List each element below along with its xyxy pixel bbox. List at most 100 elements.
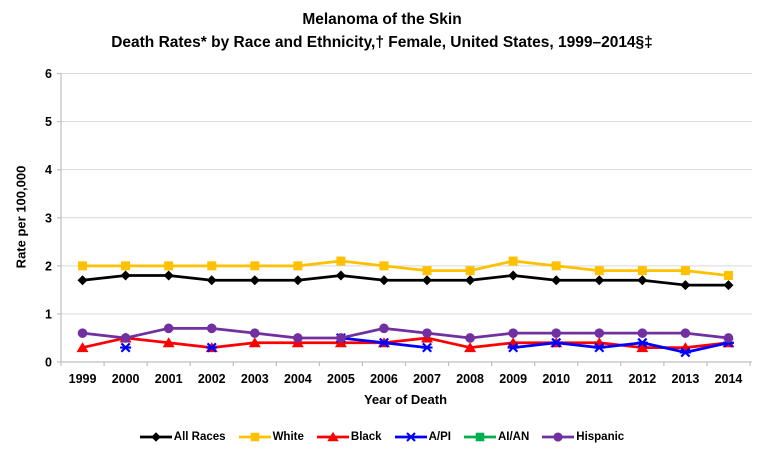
x-tick-label-2009: 2009 [499,372,527,386]
marker-diamond [77,275,88,286]
marker-diamond [120,270,131,281]
legend-marker-a-pi [394,432,427,442]
marker-diamond [465,275,476,286]
y-tick-label-2: 2 [45,259,52,273]
marker-x-star [593,342,605,353]
marker-square [121,261,131,271]
x-tick-label-2013: 2013 [672,372,700,386]
y-tick-label-6: 6 [45,67,52,81]
marker-circle [465,333,475,343]
marker-square [723,270,733,280]
marker-triangle [162,337,175,348]
y-tick-label-1: 1 [45,307,52,321]
series-a-pi [120,332,734,358]
marker-square [250,261,260,271]
marker-circle [206,323,217,334]
marker-x-star [679,347,691,358]
legend-item-hispanic: Hispanic [542,430,624,444]
marker-square [250,432,259,442]
legend-label: Black [350,431,382,443]
marker-diamond [163,270,174,281]
marker-square [637,266,647,276]
marker-diamond [378,275,389,286]
legend-item-black: Black [316,430,382,444]
marker-x-star [120,342,132,353]
marker-triangle [76,342,89,353]
marker-circle [77,328,88,338]
legend-label: A/PI [428,431,451,443]
x-tick-label-2010: 2010 [542,372,570,386]
marker-square [475,432,485,442]
legend-marker-white [238,432,271,442]
marker-circle [680,328,691,338]
chart-title: Melanoma of the Skin Death Rates* by Rac… [0,8,764,54]
marker-circle [379,323,389,334]
legend-item-ai-an: AI/AN [463,430,529,444]
marker-circle [293,333,303,343]
y-tick-label-5: 5 [45,115,52,129]
series-white [78,256,733,280]
marker-square [164,261,174,271]
x-tick-label-2014: 2014 [715,372,743,386]
x-tick-label-2007: 2007 [413,372,441,386]
legend-item-a-pi: A/PI [394,430,451,444]
legend-label: Hispanic [576,431,625,443]
series-line [82,259,729,277]
marker-x-star [405,432,416,442]
series-hispanic [77,323,734,343]
x-tick-label-2002: 2002 [198,372,226,386]
marker-diamond [151,432,161,442]
marker-x-star [550,337,562,348]
marker-diamond [249,275,260,286]
marker-circle [508,328,518,338]
marker-x-star [378,337,390,348]
marker-triangle [464,342,477,353]
marker-x-star [421,342,433,353]
marker-triangle [327,431,339,442]
legend-item-all-races: All Races [139,430,226,444]
legend-item-white: White [238,430,304,444]
x-tick-label-2005: 2005 [327,372,355,386]
x-tick-label-2008: 2008 [456,372,484,386]
marker-circle [163,323,174,334]
marker-square [422,266,432,276]
marker-square [336,256,346,266]
x-tick-label-1999: 1999 [69,372,97,386]
marker-square [465,266,475,276]
y-tick-label-3: 3 [45,211,52,225]
marker-circle [120,333,131,343]
marker-square [508,256,518,266]
chart-legend: All Races White Black A/PI AI/AN Hispanic [0,430,764,444]
series-all-races [77,270,734,291]
chart-title-line1: Melanoma of the Skin [302,11,462,28]
series-line [82,326,729,340]
marker-diamond [422,275,433,286]
marker-circle [637,328,648,338]
marker-diamond [335,270,346,281]
chart-title-line2: Death Rates* by Race and Ethnicity,† Fem… [111,34,653,51]
y-tick-label-0: 0 [45,356,52,370]
marker-x-star [206,342,218,353]
x-axis-title: Year of Death [363,392,448,407]
marker-circle [553,432,563,442]
x-tick-label-2001: 2001 [155,372,183,386]
marker-diamond [551,275,562,286]
marker-square [293,261,303,271]
x-tick-label-2012: 2012 [628,372,656,386]
marker-diamond [206,275,217,286]
x-tick-label-2011: 2011 [586,372,613,386]
marker-square [78,261,88,271]
marker-diamond [723,280,734,291]
marker-square [207,261,217,271]
gridlines [61,73,752,315]
marker-diamond [508,270,519,281]
marker-circle [723,333,734,343]
marker-circle [336,333,346,343]
x-tick-label-2004: 2004 [284,372,312,386]
marker-diamond [637,275,648,286]
marker-triangle [248,337,261,348]
marker-diamond [680,280,691,291]
marker-square [379,261,389,271]
